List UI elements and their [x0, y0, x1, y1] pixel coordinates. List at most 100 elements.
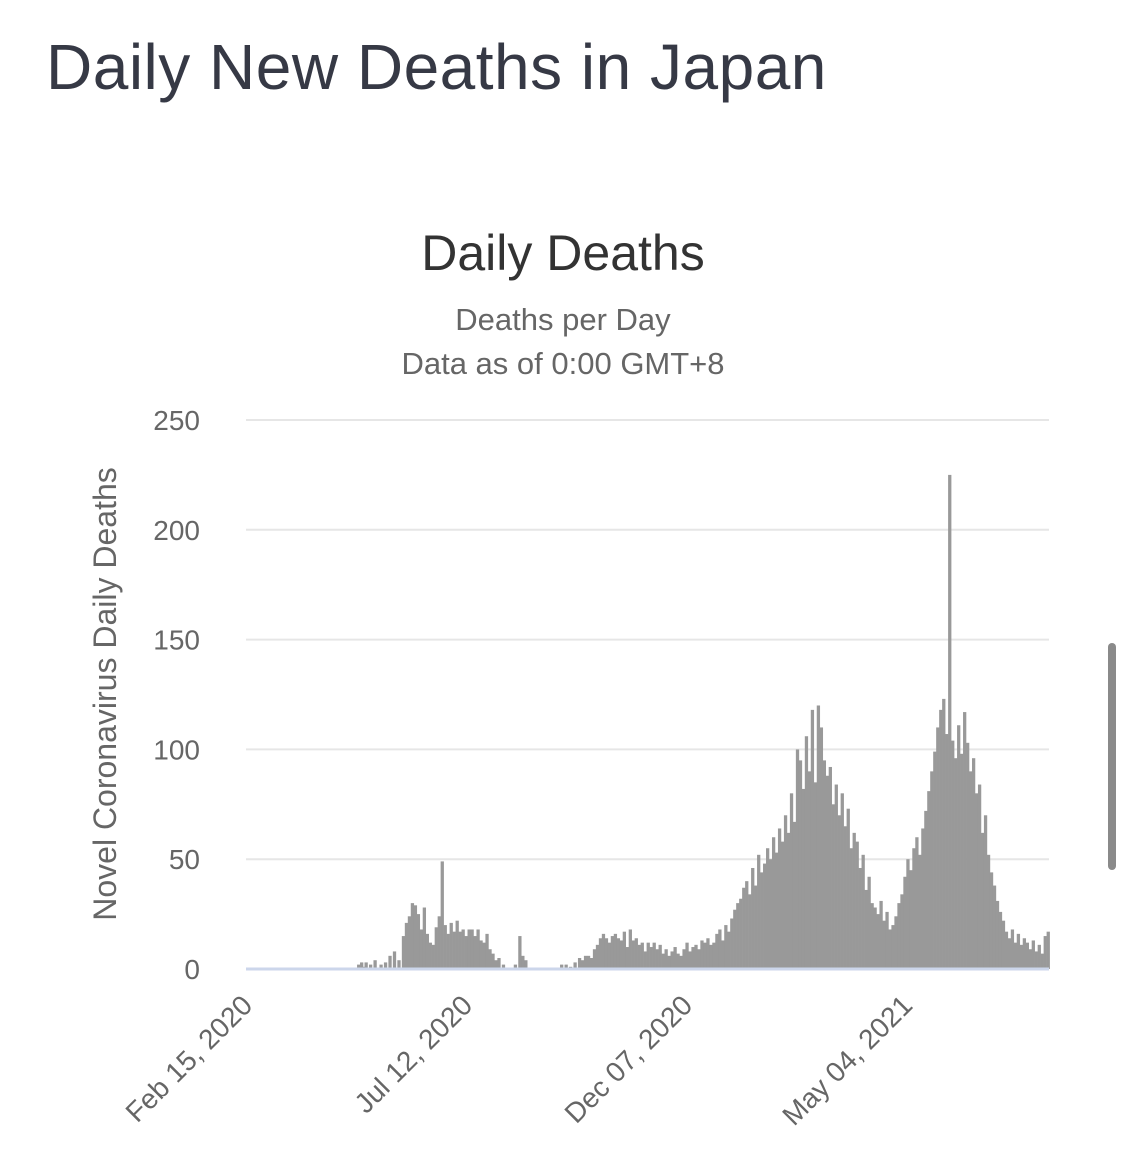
bar [846, 808, 850, 969]
x-tick-label: Jul 12, 2020 [348, 989, 478, 1119]
bar [589, 958, 594, 969]
bar [942, 698, 946, 969]
bar [858, 867, 862, 969]
y-tick-label: 200 [153, 515, 200, 546]
bar [1031, 940, 1035, 969]
bar [709, 944, 713, 969]
bar [789, 793, 794, 969]
x-axis-ticks: Feb 15, 2020 Jul 12, 2020 Dec 07, 2020 May … [120, 989, 919, 1131]
bar [828, 766, 832, 969]
bar [757, 854, 761, 969]
bar [473, 936, 477, 969]
bar [1019, 944, 1024, 969]
bar [870, 903, 874, 969]
x-tick-label: Dec 07, 2020 [559, 989, 699, 1129]
bar [852, 832, 856, 969]
bar [649, 947, 653, 969]
bar [676, 953, 680, 969]
bar [966, 742, 970, 969]
bar [694, 944, 698, 969]
bar [939, 709, 943, 969]
bar [560, 964, 564, 969]
bar [488, 949, 492, 969]
bar [1040, 953, 1044, 969]
bar [573, 962, 577, 969]
x-tick-label: May 04, 2021 [776, 989, 918, 1131]
bar [464, 936, 468, 969]
bar [948, 474, 952, 969]
bar [715, 933, 719, 969]
bar [849, 848, 853, 969]
bar [1025, 942, 1029, 969]
bar [497, 958, 501, 969]
bar [458, 931, 462, 969]
bar [640, 942, 644, 969]
bar [518, 936, 522, 969]
bar [879, 900, 883, 969]
bar [971, 758, 976, 969]
bar [771, 837, 776, 969]
bar [598, 938, 603, 969]
bar [437, 916, 441, 969]
bar [604, 938, 609, 969]
bar [658, 944, 662, 969]
bar [564, 964, 568, 969]
bar [986, 854, 991, 969]
bar [691, 947, 695, 969]
bar [364, 962, 368, 969]
bar [745, 881, 749, 969]
bar [968, 771, 973, 969]
bar [482, 942, 486, 969]
bar [909, 870, 913, 969]
bar [786, 832, 791, 969]
bar [915, 837, 919, 969]
bar [754, 885, 758, 969]
bar [413, 905, 418, 969]
bar [801, 788, 806, 969]
bar [703, 942, 707, 969]
bar [1022, 938, 1027, 969]
bar [951, 740, 955, 969]
bar [924, 810, 928, 969]
bar [467, 929, 471, 969]
bar [891, 925, 895, 969]
bar [607, 942, 612, 969]
bar [431, 944, 435, 969]
bar [455, 920, 459, 969]
bar [610, 936, 615, 969]
bar [906, 859, 910, 969]
bar [383, 962, 388, 969]
bar [742, 887, 746, 969]
bar [888, 929, 892, 969]
bar [807, 771, 812, 969]
bar [768, 859, 773, 969]
bar [730, 918, 734, 969]
chart-subtitle-line-1: Deaths per Day [455, 302, 671, 337]
bar [733, 909, 737, 969]
bar [727, 931, 731, 969]
bar [580, 960, 585, 969]
bar [670, 951, 674, 969]
bar [903, 876, 907, 969]
bar [440, 861, 444, 969]
bar [446, 933, 450, 969]
scrollbar-thumb[interactable] [1108, 643, 1116, 870]
bar [631, 940, 635, 969]
bar [882, 920, 886, 969]
bar [452, 931, 456, 969]
bar [491, 953, 495, 969]
bar [995, 900, 1000, 969]
y-tick-label: 50 [169, 844, 200, 875]
bar [739, 898, 743, 969]
bar [894, 916, 898, 969]
bar [513, 964, 518, 969]
chart-title: Daily Deaths [421, 225, 704, 281]
bar [388, 955, 392, 969]
bar [912, 848, 916, 969]
bar [679, 955, 683, 969]
bar [700, 940, 704, 969]
bar [861, 854, 865, 969]
bar [816, 705, 821, 969]
bar [667, 955, 671, 969]
